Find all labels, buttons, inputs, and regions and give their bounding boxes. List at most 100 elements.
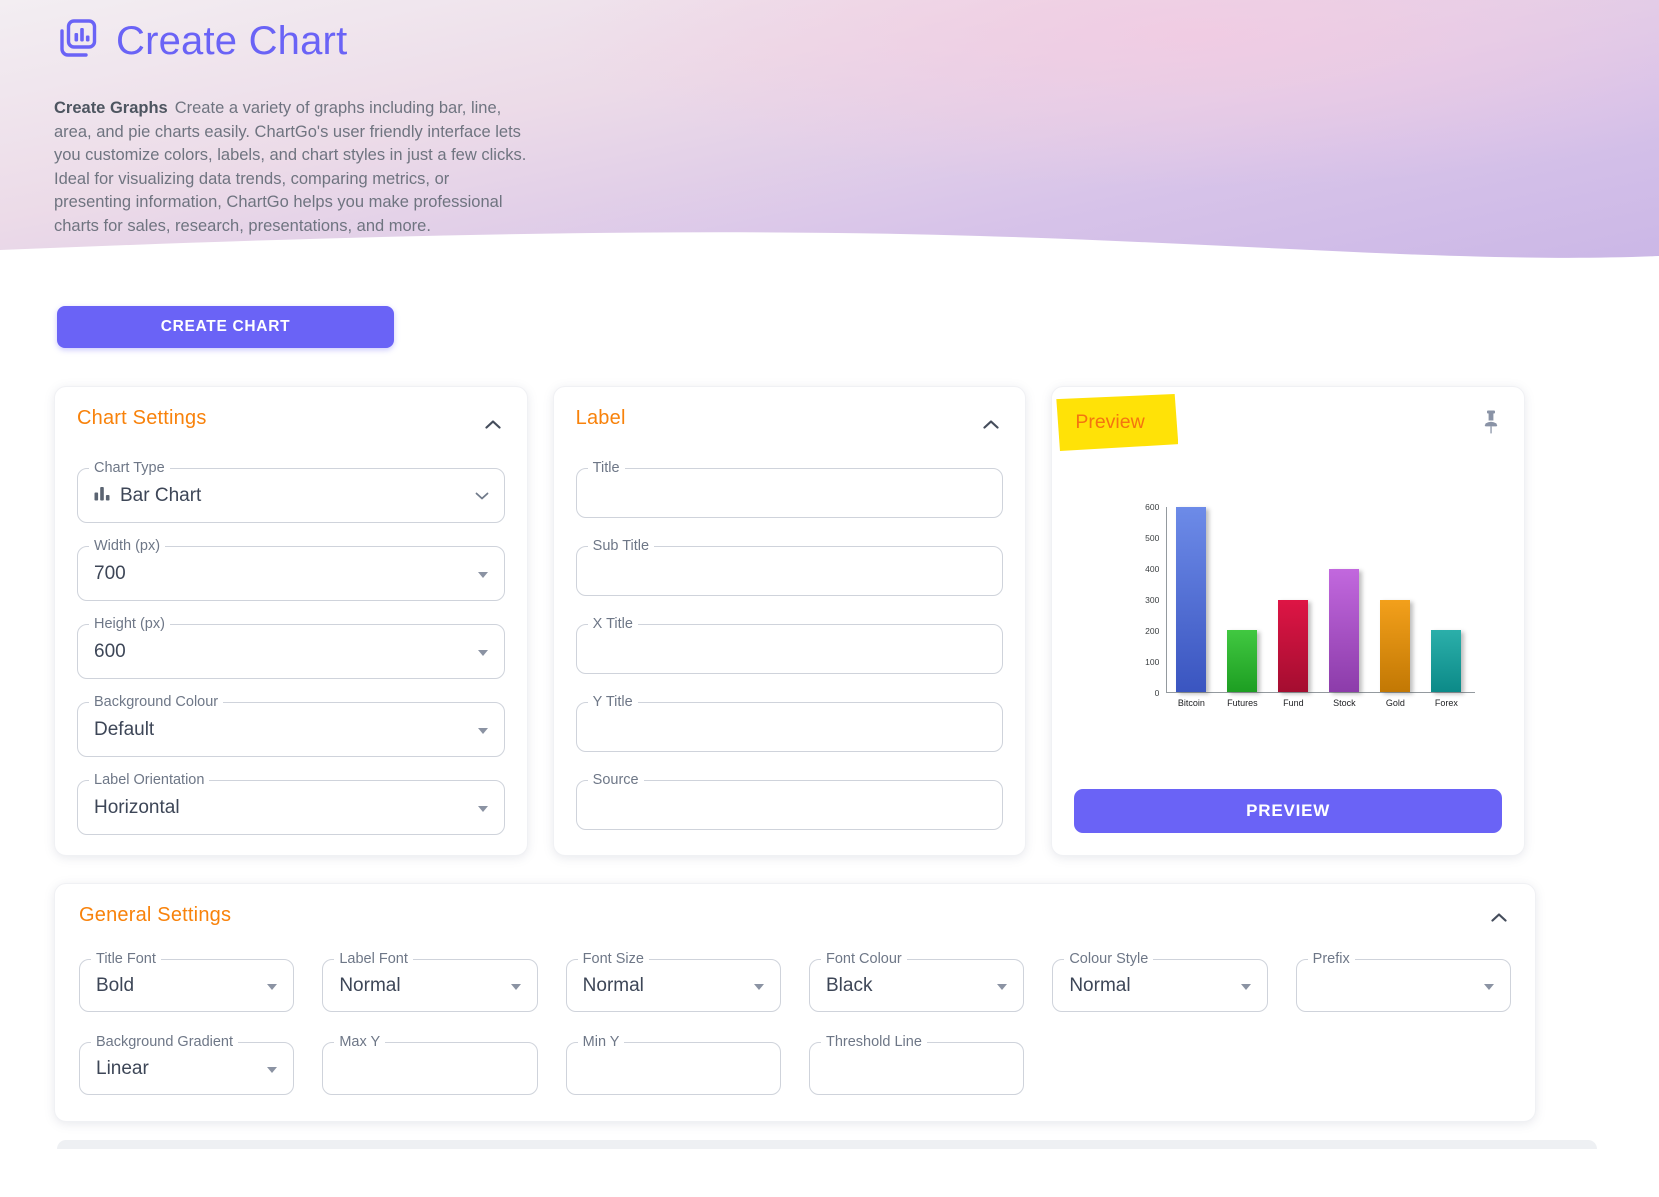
- label-card: Label Title Sub Title X Title Y Title: [552, 386, 1027, 856]
- bar-column: Gold: [1380, 507, 1411, 708]
- preview-button[interactable]: PREVIEW: [1074, 789, 1502, 833]
- preview-title-highlight: Preview: [1056, 394, 1179, 451]
- label-collapse-button[interactable]: [979, 411, 1003, 438]
- label-orientation-select[interactable]: Label Orientation Horizontal: [77, 772, 505, 835]
- chart-plot: Bitcoin Futures Fund Stock Gold Forex: [1166, 507, 1476, 708]
- source-field-label: Source: [587, 772, 644, 788]
- preview-card-title: Preview: [1075, 411, 1145, 433]
- bar-column: Bitcoin: [1176, 507, 1207, 708]
- create-chart-button[interactable]: CREATE CHART: [57, 306, 394, 348]
- chart-settings-title: Chart Settings: [77, 407, 207, 429]
- bar-column: Forex: [1431, 507, 1462, 708]
- caret-down-icon: [753, 983, 764, 990]
- background-gradient-select[interactable]: Background Gradient Linear: [79, 1034, 295, 1095]
- bar-category-label: Fund: [1283, 698, 1304, 708]
- label-orientation-value: Horizontal: [94, 796, 180, 818]
- font-colour-label: Font Colour: [820, 951, 907, 967]
- create-chart-icon: [54, 16, 100, 67]
- min-y-label: Min Y: [577, 1034, 625, 1050]
- page-description-lead: Create Graphs: [54, 99, 168, 117]
- background-colour-value: Default: [94, 718, 155, 740]
- bar-stock: [1329, 568, 1360, 692]
- hero-banner: Create Chart Create Graphs Create a varie…: [0, 0, 1659, 290]
- bar-category-label: Stock: [1333, 698, 1356, 708]
- bar-chart-preview: 0 100 200 300 400 500 600 Bitcoin Futures Fund St…: [1136, 502, 1502, 708]
- source-field: Source: [575, 772, 1004, 830]
- chart-type-value: Bar Chart: [120, 484, 202, 506]
- source-input[interactable]: [592, 781, 987, 829]
- y-title-field-label: Y Title: [587, 694, 638, 710]
- chevron-up-icon: [485, 417, 501, 432]
- font-size-select[interactable]: Font Size Normal: [565, 951, 781, 1012]
- hero-wave-shape: [0, 232, 1659, 290]
- y-tick-label: 0: [1154, 688, 1160, 698]
- y-title-input[interactable]: [592, 703, 987, 751]
- threshold-line-field: Threshold Line: [808, 1034, 1025, 1095]
- y-tick-label: 500: [1145, 533, 1160, 543]
- max-y-field: Max Y: [322, 1034, 538, 1095]
- font-colour-value: Black: [825, 974, 873, 996]
- caret-down-icon: [477, 649, 488, 656]
- font-size-value: Normal: [582, 974, 644, 996]
- footer-strip: [57, 1140, 1597, 1149]
- threshold-line-input[interactable]: [825, 1043, 1008, 1094]
- width-select[interactable]: Width (px) 700: [77, 538, 505, 601]
- colour-style-label: Colour Style: [1064, 951, 1154, 967]
- max-y-input[interactable]: [339, 1043, 521, 1094]
- font-size-label: Font Size: [577, 951, 649, 967]
- bar-fund: [1278, 599, 1309, 692]
- chart-settings-card: Chart Settings Chart Type: [54, 386, 528, 856]
- bar-column: Fund: [1278, 507, 1309, 708]
- caret-down-icon: [510, 983, 521, 990]
- x-title-field: X Title: [575, 616, 1004, 674]
- threshold-line-label: Threshold Line: [820, 1034, 927, 1050]
- general-settings-collapse-button[interactable]: [1487, 904, 1511, 931]
- page-title: Create Chart: [116, 19, 348, 63]
- colour-style-select[interactable]: Colour Style Normal: [1052, 951, 1268, 1012]
- chevron-down-icon: [475, 487, 489, 505]
- bar-chart-type-icon: [94, 485, 111, 507]
- background-colour-select[interactable]: Background Colour Default: [77, 694, 505, 757]
- title-font-label: Title Font: [91, 951, 161, 967]
- width-label: Width (px): [89, 538, 166, 554]
- caret-down-icon: [1483, 983, 1494, 990]
- bar-gold: [1380, 599, 1411, 692]
- chart-y-axis: 0 100 200 300 400 500 600: [1136, 502, 1166, 698]
- title-font-select[interactable]: Title Font Bold: [79, 951, 295, 1012]
- sub-title-input[interactable]: [592, 547, 987, 595]
- x-title-input[interactable]: [592, 625, 987, 673]
- page-description: Create Graphs Create a variety of graphs …: [54, 99, 527, 235]
- title-font-value: Bold: [96, 974, 135, 996]
- min-y-field: Min Y: [565, 1034, 781, 1095]
- sub-title-field: Sub Title: [575, 538, 1004, 596]
- caret-down-icon: [267, 983, 278, 990]
- y-tick-label: 400: [1145, 564, 1160, 574]
- label-card-title: Label: [575, 407, 626, 429]
- y-title-field: Y Title: [575, 694, 1004, 752]
- label-font-select[interactable]: Label Font Normal: [322, 951, 538, 1012]
- chevron-up-icon: [1491, 910, 1507, 925]
- title-input[interactable]: [592, 469, 987, 517]
- font-colour-select[interactable]: Font Colour Black: [808, 951, 1025, 1012]
- width-value: 700: [94, 562, 126, 584]
- chevron-up-icon: [983, 417, 999, 432]
- chart-type-select[interactable]: Chart Type Bar Chart: [77, 460, 505, 523]
- bar-category-label: Bitcoin: [1177, 698, 1205, 708]
- caret-down-icon: [997, 983, 1008, 990]
- y-tick-label: 300: [1145, 595, 1160, 605]
- bar-category-label: Futures: [1227, 698, 1258, 708]
- pin-button[interactable]: [1480, 409, 1502, 438]
- prefix-select[interactable]: Prefix: [1295, 951, 1511, 1012]
- bar-column: Futures: [1227, 507, 1258, 708]
- sub-title-field-label: Sub Title: [587, 538, 655, 554]
- height-label: Height (px): [89, 616, 170, 632]
- chart-type-label: Chart Type: [89, 460, 170, 476]
- general-settings-card: General Settings Title Font Bold Label F…: [54, 883, 1536, 1122]
- min-y-input[interactable]: [582, 1043, 764, 1094]
- background-gradient-label: Background Gradient: [91, 1034, 239, 1050]
- bar-forex: [1431, 630, 1462, 692]
- caret-down-icon: [1240, 983, 1251, 990]
- chart-settings-collapse-button[interactable]: [481, 411, 505, 438]
- height-select[interactable]: Height (px) 600: [77, 616, 505, 679]
- background-colour-label: Background Colour: [89, 694, 224, 710]
